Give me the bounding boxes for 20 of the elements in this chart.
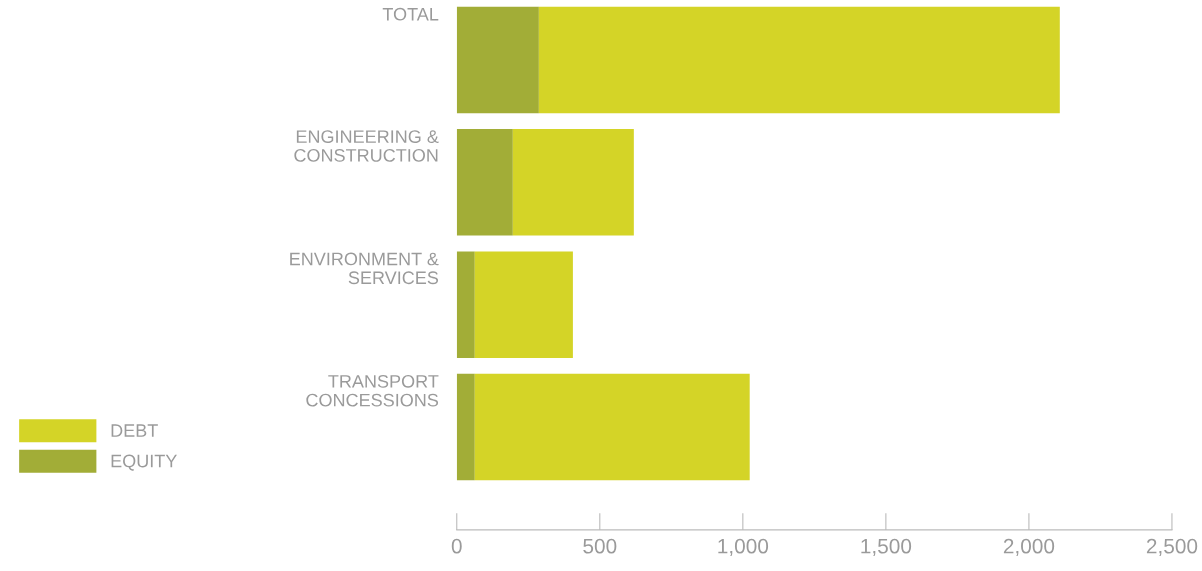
y-tick-label: ENVIRONMENT & SERVICES — [290, 252, 439, 285]
bar — [538, 6, 1060, 114]
x-tick-label: 1,000 — [718, 538, 769, 556]
y-tick-label: ENGINEERING & CONSTRUCTION — [294, 130, 439, 162]
bar — [512, 129, 634, 236]
bar — [474, 251, 573, 358]
x-tick-label: 500 — [583, 538, 617, 554]
x-tick-label: 2,000 — [1003, 538, 1055, 556]
legend-label: DEBT — [111, 424, 158, 437]
bar — [456, 6, 539, 114]
bar — [456, 251, 475, 358]
x-tick-label: 2,500 — [1146, 538, 1198, 556]
bar — [456, 129, 513, 236]
legend-label: EQUITY — [111, 454, 177, 471]
bar — [474, 373, 750, 481]
x-tick-label: 0 — [451, 538, 462, 554]
bar — [456, 373, 475, 481]
y-tick-label: TRANSPORT CONCESSIONS — [306, 374, 439, 407]
x-tick-label: 1,500 — [861, 538, 912, 556]
y-tick-label: TOTAL — [382, 7, 439, 21]
